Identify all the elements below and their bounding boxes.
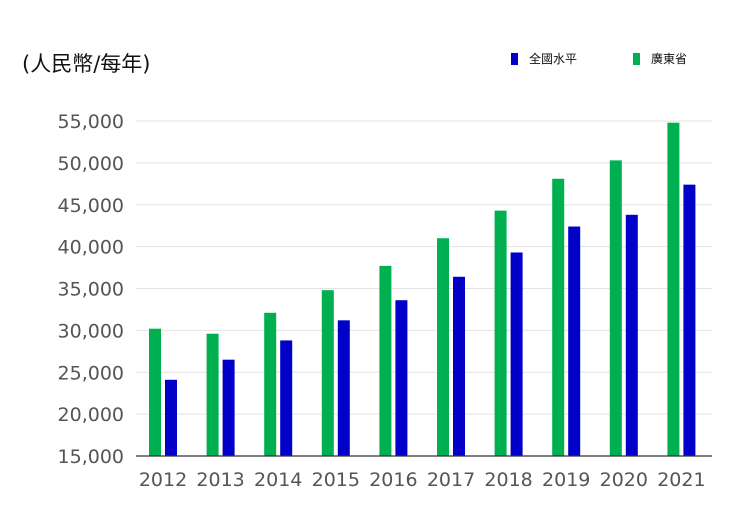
y-tick-label: 15,000 [58, 446, 124, 468]
bar-guangdong [149, 328, 161, 456]
x-tick-label: 2021 [657, 469, 705, 491]
bar-national [165, 379, 177, 456]
unit-label: (人民幣/每年) [22, 52, 151, 76]
bar-guangdong [437, 238, 449, 456]
bar-national [510, 252, 523, 456]
bar-national [683, 184, 696, 456]
bar-national [568, 226, 581, 456]
legend-item-national: 全國水平 [511, 50, 577, 67]
x-tick-label: 2015 [312, 469, 360, 491]
bar-national [395, 300, 408, 456]
x-tick-label: 2019 [542, 469, 590, 491]
legend-label-national: 全國水平 [529, 52, 578, 66]
bar-national [453, 276, 465, 456]
bar-guangdong [667, 122, 680, 457]
x-tick-label: 2013 [196, 469, 244, 491]
x-tick-label: 2014 [254, 469, 302, 491]
legend-item-guangdong: 廣東省 [633, 50, 687, 67]
bar-guangdong [552, 178, 565, 456]
bar-guangdong [321, 290, 334, 456]
x-tick-label: 2018 [484, 469, 532, 491]
x-tick-label: 2020 [600, 469, 648, 491]
bar-guangdong [206, 333, 219, 456]
bar-guangdong [494, 210, 507, 456]
bar-guangdong [264, 312, 277, 456]
y-tick-label: 25,000 [58, 362, 124, 384]
legend-swatch-guangdong [633, 52, 640, 65]
bar-guangdong [609, 160, 622, 457]
legend-swatch-national [511, 52, 518, 65]
y-tick-label: 40,000 [58, 237, 124, 259]
bar-national [625, 214, 638, 456]
x-tick-label: 2017 [427, 469, 475, 491]
x-tick-label: 2016 [369, 469, 417, 491]
bar-national [337, 320, 350, 456]
bar-national [280, 340, 293, 456]
y-tick-label: 20,000 [58, 404, 124, 426]
legend-label-guangdong: 廣東省 [651, 52, 688, 66]
y-tick-label: 50,000 [58, 153, 124, 175]
x-tick-label: 2012 [139, 469, 187, 491]
y-tick-label: 35,000 [58, 279, 124, 301]
bar-guangdong [379, 265, 392, 456]
y-tick-label: 30,000 [58, 320, 124, 342]
y-tick-label: 45,000 [58, 195, 124, 217]
y-tick-label: 55,000 [58, 111, 124, 133]
bar-national [222, 359, 235, 456]
